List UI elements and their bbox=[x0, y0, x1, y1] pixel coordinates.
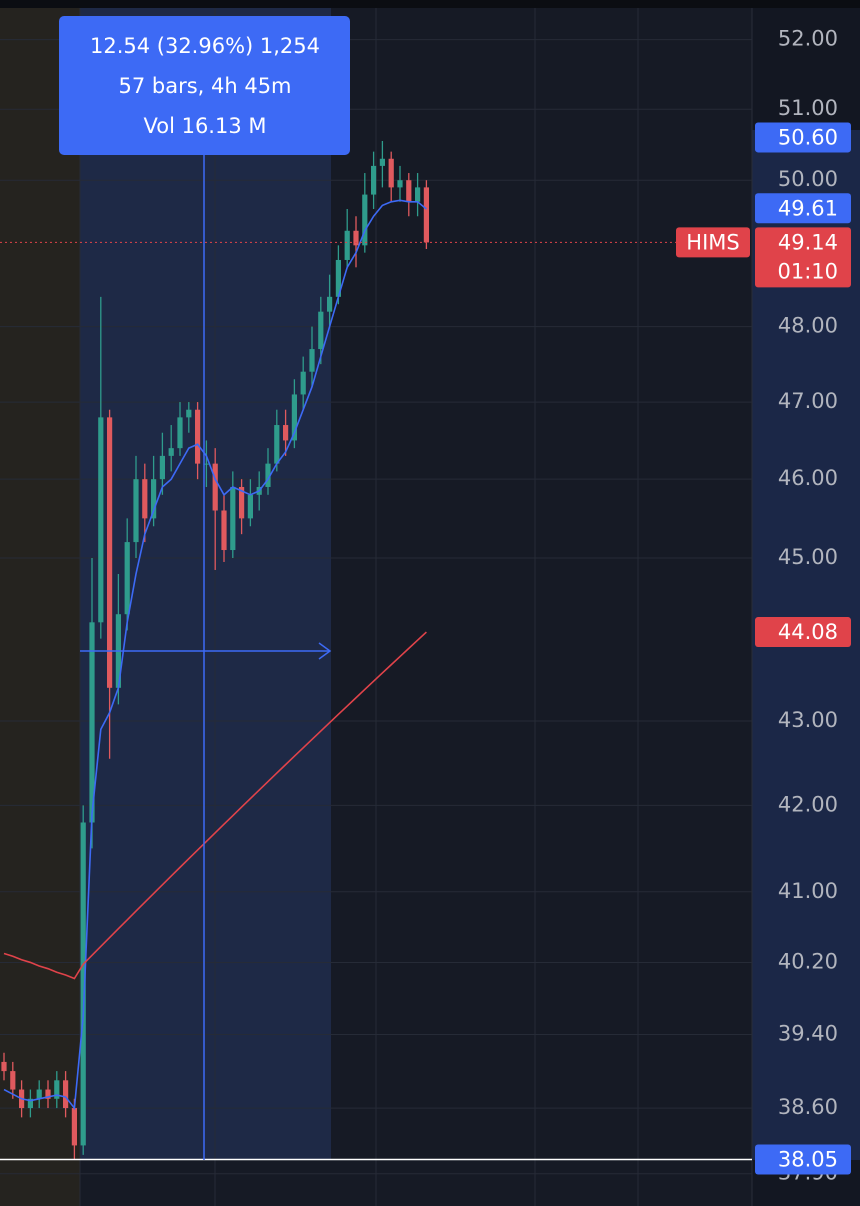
candle-body bbox=[159, 455, 165, 480]
top-bar bbox=[0, 0, 860, 8]
tooltip-line: Vol 16.13 M bbox=[143, 114, 266, 138]
candle-body bbox=[80, 822, 86, 1146]
candle-body bbox=[195, 409, 201, 464]
countdown: 01:10 bbox=[777, 259, 838, 283]
candle-body bbox=[379, 158, 385, 166]
candle-body bbox=[274, 425, 280, 464]
candle-body bbox=[335, 259, 341, 297]
tooltip-line: 12.54 (32.96%) 1,254 bbox=[90, 34, 320, 58]
y-tick-label: 40.20 bbox=[778, 949, 838, 973]
y-tick-label: 39.40 bbox=[778, 1022, 838, 1046]
y-tick-label: 52.00 bbox=[778, 27, 838, 51]
price-label bbox=[755, 617, 851, 648]
candle-body bbox=[327, 296, 333, 312]
candle-body bbox=[203, 463, 209, 465]
y-tick-label: 47.00 bbox=[778, 389, 838, 413]
candle-body bbox=[415, 187, 421, 202]
price-label bbox=[755, 1144, 851, 1175]
price-label-text: 50.60 bbox=[778, 125, 838, 149]
y-tick-label: 50.00 bbox=[778, 167, 838, 191]
moving-average bbox=[3, 631, 427, 980]
price-label-text: 49.61 bbox=[778, 196, 838, 220]
candle-body bbox=[388, 158, 394, 188]
price-label-text: 38.05 bbox=[778, 1148, 838, 1172]
candle-body bbox=[283, 425, 289, 441]
candle-body bbox=[133, 479, 139, 543]
candle-body bbox=[362, 194, 368, 246]
candle-body bbox=[371, 165, 377, 195]
candle-body bbox=[186, 409, 192, 418]
v-grid bbox=[79, 8, 639, 1206]
price-label-text: 44.08 bbox=[778, 620, 838, 644]
candle-body bbox=[151, 479, 157, 519]
candle-body bbox=[265, 463, 271, 487]
y-tick-label: 41.00 bbox=[778, 879, 838, 903]
candle-body bbox=[212, 463, 218, 511]
candle-body bbox=[230, 486, 236, 551]
candle-body bbox=[168, 448, 174, 456]
candle-body bbox=[124, 542, 130, 615]
symbol-tag-text: HIMS bbox=[686, 230, 739, 254]
candle-body bbox=[423, 187, 429, 243]
candle-body bbox=[406, 180, 412, 202]
tooltip-line: 57 bars, 4h 45m bbox=[118, 74, 291, 98]
price-label bbox=[755, 193, 851, 224]
candle-body bbox=[318, 311, 324, 350]
candle-body bbox=[36, 1089, 42, 1099]
y-tick-label: 43.00 bbox=[778, 708, 838, 732]
y-tick-label: 42.00 bbox=[778, 792, 838, 816]
candle-body bbox=[344, 230, 350, 260]
y-tick-label: 51.00 bbox=[778, 96, 838, 120]
candle-body bbox=[107, 417, 113, 688]
candle-body bbox=[177, 417, 183, 449]
session-shade bbox=[0, 8, 80, 1206]
candle-body bbox=[10, 1071, 16, 1090]
measure-range bbox=[80, 8, 331, 1160]
candle-body bbox=[397, 180, 403, 188]
y-tick-label: 38.60 bbox=[778, 1095, 838, 1119]
candle-body bbox=[54, 1080, 60, 1099]
candle-body bbox=[142, 479, 148, 519]
candle-body bbox=[247, 494, 253, 519]
candle-body bbox=[291, 394, 297, 441]
candle-body bbox=[98, 417, 104, 623]
moving-average bbox=[3, 199, 427, 1111]
candle-body bbox=[300, 371, 306, 395]
candle-body bbox=[45, 1089, 51, 1099]
candle-body bbox=[221, 510, 227, 551]
candle-body bbox=[89, 622, 95, 823]
candle-body bbox=[1, 1061, 7, 1072]
y-tick-label: 46.00 bbox=[778, 466, 838, 490]
candle-body bbox=[309, 349, 315, 372]
price-label bbox=[755, 227, 851, 288]
candle-body bbox=[239, 486, 245, 519]
candle-body bbox=[27, 1098, 33, 1109]
candle-body bbox=[63, 1080, 69, 1109]
price-label bbox=[755, 122, 851, 153]
symbol-tag bbox=[676, 227, 750, 258]
y-tick-label: 45.00 bbox=[778, 545, 838, 569]
candle-body bbox=[71, 1108, 77, 1146]
measure-arrow bbox=[318, 642, 332, 660]
measure-tooltip bbox=[59, 16, 350, 155]
candle-body bbox=[353, 230, 359, 246]
price-label-text: 49.14 bbox=[778, 230, 838, 254]
y-tick-label: 48.00 bbox=[778, 314, 838, 338]
